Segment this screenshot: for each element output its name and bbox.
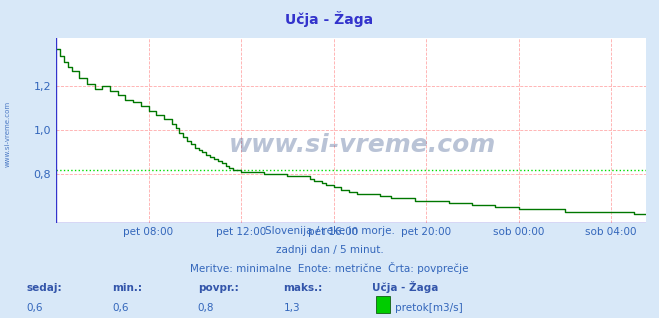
Text: min.:: min.: xyxy=(112,283,142,293)
Text: 0,8: 0,8 xyxy=(198,303,214,313)
Text: pretok[m3/s]: pretok[m3/s] xyxy=(395,303,463,313)
Text: Učja - Žaga: Učja - Žaga xyxy=(285,11,374,27)
Text: maks.:: maks.: xyxy=(283,283,323,293)
Text: Učja - Žaga: Učja - Žaga xyxy=(372,281,439,293)
Text: www.si-vreme.com: www.si-vreme.com xyxy=(5,100,11,167)
Text: povpr.:: povpr.: xyxy=(198,283,239,293)
Text: 1,3: 1,3 xyxy=(283,303,300,313)
Text: zadnji dan / 5 minut.: zadnji dan / 5 minut. xyxy=(275,245,384,255)
Text: 0,6: 0,6 xyxy=(26,303,43,313)
Text: sedaj:: sedaj: xyxy=(26,283,62,293)
Text: Meritve: minimalne  Enote: metrične  Črta: povprečje: Meritve: minimalne Enote: metrične Črta:… xyxy=(190,262,469,274)
Text: www.si-vreme.com: www.si-vreme.com xyxy=(229,133,496,157)
Text: Slovenija / reke in morje.: Slovenija / reke in morje. xyxy=(264,226,395,236)
Text: 0,6: 0,6 xyxy=(112,303,129,313)
